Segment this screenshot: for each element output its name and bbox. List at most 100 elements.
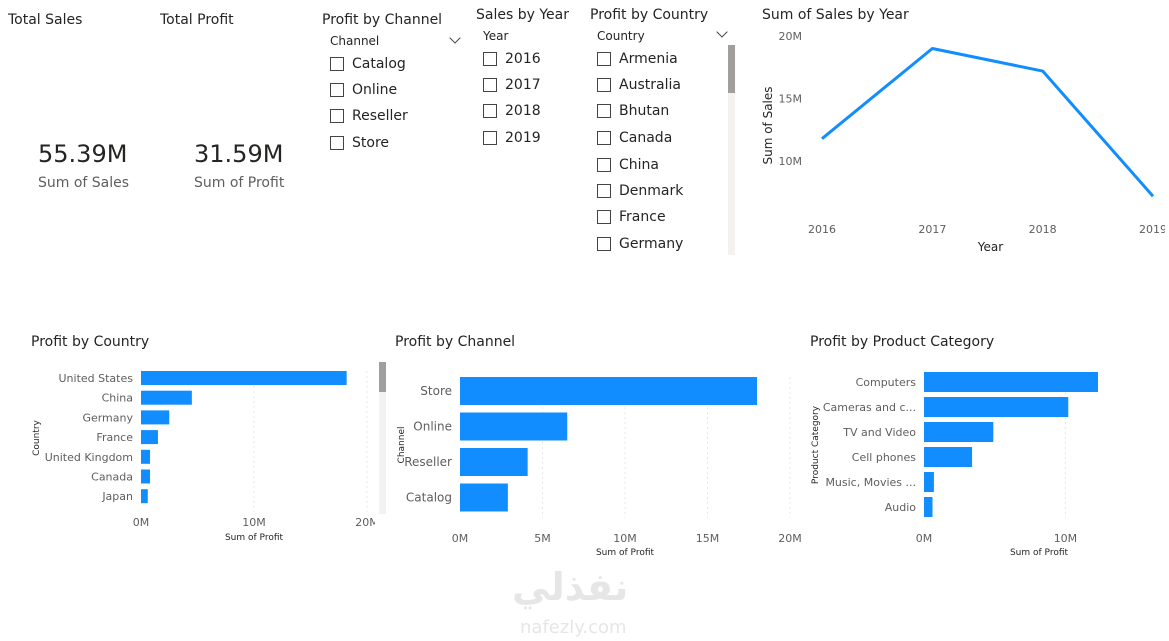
total-sales-value: 55.39M (38, 140, 128, 168)
checkbox-icon[interactable] (597, 184, 611, 198)
checkbox-icon[interactable] (330, 57, 344, 71)
category-label: United States (59, 372, 134, 385)
bar (141, 410, 170, 425)
slicer-item-reseller[interactable]: Reseller (330, 108, 408, 124)
country-slicer-header: Country (597, 29, 645, 43)
x-tick-label: 10M (242, 516, 266, 529)
slicer-item-bhutan[interactable]: Bhutan (597, 103, 669, 119)
checkbox-icon[interactable] (597, 237, 611, 251)
slicer-item-catalog[interactable]: Catalog (330, 56, 406, 72)
category-label: Cell phones (852, 451, 916, 464)
profit-by-category-title: Profit by Product Category (810, 334, 995, 350)
slicer-item-australia[interactable]: Australia (597, 77, 681, 93)
bar (460, 448, 528, 476)
total-profit-label: Sum of Profit (194, 175, 285, 191)
profit-by-country-chart: 0M 10M 20M United States China Germany France U… (32, 371, 375, 543)
slicer-item-label: 2016 (505, 51, 541, 67)
checkbox-icon[interactable] (330, 83, 344, 97)
total-sales-title: Total Sales (8, 12, 83, 28)
bar (460, 483, 508, 512)
slicer-item-canada[interactable]: Canada (597, 130, 672, 146)
category-label: Online (413, 420, 452, 434)
bar (924, 422, 994, 442)
slicer-item-2018[interactable]: 2018 (483, 103, 541, 119)
checkbox-icon[interactable] (330, 109, 344, 123)
country-slicer-title: Profit by Country (590, 7, 709, 23)
country-chart-scroll-thumb[interactable] (379, 362, 386, 392)
checkbox-icon[interactable] (330, 136, 344, 150)
slicer-item-label: Store (352, 135, 390, 151)
checkbox-icon[interactable] (597, 104, 611, 118)
bar (141, 489, 148, 504)
checkbox-icon[interactable] (483, 131, 497, 145)
checkbox-icon[interactable] (597, 210, 611, 224)
slicer-item-china[interactable]: China (597, 157, 659, 173)
country-slicer-scrollbar[interactable] (728, 45, 735, 255)
category-label: Cameras and c... (823, 401, 916, 414)
slicer-item-armenia[interactable]: Armenia (597, 51, 678, 67)
slicer-item-label: Reseller (352, 108, 408, 124)
slicer-item-france[interactable]: France (597, 209, 666, 225)
slicer-item-2019[interactable]: 2019 (483, 130, 541, 146)
slicer-item-label: 2017 (505, 77, 541, 93)
total-profit-value: 31.59M (194, 140, 284, 168)
slicer-item-2016[interactable]: 2016 (483, 51, 541, 67)
bar (141, 469, 151, 484)
bar (924, 472, 934, 492)
slicer-item-online[interactable]: Online (330, 82, 397, 98)
slicer-item-store[interactable]: Store (330, 135, 389, 151)
chevron-down-icon[interactable] (716, 26, 728, 38)
category-label: China (102, 392, 133, 405)
slicer-item-label: France (619, 209, 666, 225)
checkbox-icon[interactable] (483, 78, 497, 92)
x-tick-label: 15M (696, 532, 720, 545)
sales-line (821, 47, 1155, 198)
slicer-item-label: Canada (619, 130, 673, 146)
category-label: Germany (82, 411, 133, 424)
y-axis-title: Product Category (811, 405, 821, 484)
country-slicer-scroll-thumb[interactable] (728, 45, 735, 93)
y-tick-label: 15M (779, 93, 803, 106)
chevron-down-icon[interactable] (449, 32, 461, 44)
watermark-logo: نفذلي (512, 565, 629, 609)
profit-by-channel-chart: 0M 5M 10M 15M 20M Store Online Reseller Catalog S… (397, 377, 802, 558)
slicer-item-label: Germany (619, 236, 684, 252)
x-axis-title: Year (977, 240, 1003, 254)
x-tick-label: 20M (778, 532, 802, 545)
sales-by-year-title: Sum of Sales by Year (762, 7, 909, 23)
x-tick-label: 10M (1054, 532, 1078, 545)
country-chart-scrollbar[interactable] (379, 362, 386, 514)
bar (141, 449, 151, 464)
x-tick-label: 10M (613, 532, 637, 545)
profit-by-channel-title: Profit by Channel (395, 334, 516, 350)
year-slicer-header: Year (483, 29, 509, 43)
checkbox-icon[interactable] (483, 52, 497, 66)
x-tick-label: 5M (534, 532, 551, 545)
checkbox-icon[interactable] (483, 104, 497, 118)
category-label: Catalog (406, 491, 452, 505)
slicer-item-denmark[interactable]: Denmark (597, 183, 683, 199)
x-tick-label: 2017 (918, 223, 946, 236)
slicer-item-label: 2018 (505, 103, 541, 119)
category-label: France (96, 431, 133, 444)
y-axis-title: Sum of Sales (761, 86, 775, 164)
total-sales-label: Sum of Sales (38, 175, 130, 191)
category-label: Computers (856, 376, 917, 389)
category-label: Reseller (404, 455, 452, 469)
checkbox-icon[interactable] (597, 131, 611, 145)
slicer-item-germany[interactable]: Germany (597, 236, 683, 252)
checkbox-icon[interactable] (597, 78, 611, 92)
slicer-item-label: Armenia (619, 51, 678, 67)
bar (924, 447, 973, 467)
category-label: United Kingdom (45, 451, 133, 464)
checkbox-icon[interactable] (597, 52, 611, 66)
slicer-item-2017[interactable]: 2017 (483, 77, 541, 93)
checkbox-icon[interactable] (597, 158, 611, 172)
y-tick-label: 10M (779, 155, 803, 168)
category-label: Japan (101, 490, 133, 503)
category-label: Music, Movies ... (825, 476, 916, 489)
total-profit-title: Total Profit (160, 12, 234, 28)
sales-by-year-chart: 10M 15M 20M 2016 2017 2018 2019 Year Sum of Sale… (761, 30, 1165, 254)
x-tick-label: 2016 (808, 223, 836, 236)
slicer-item-label: Australia (619, 77, 681, 93)
